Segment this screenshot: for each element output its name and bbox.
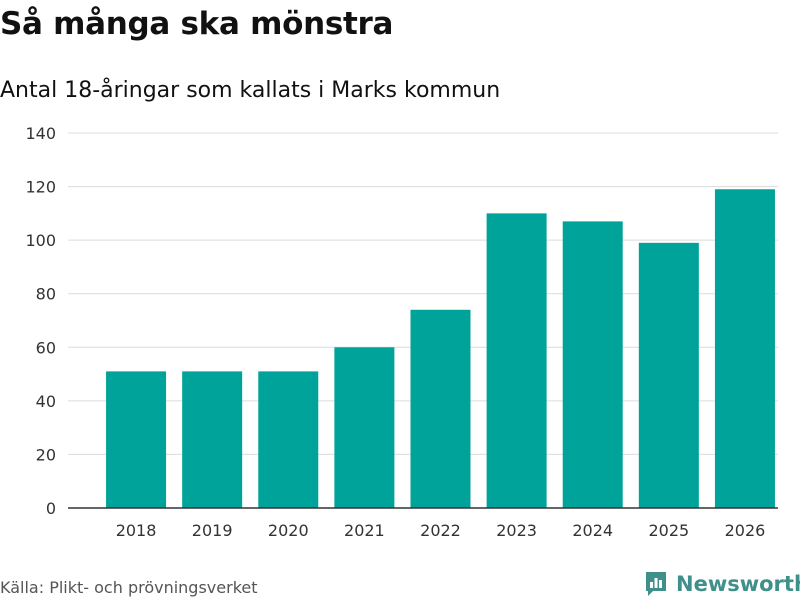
bar-2024 xyxy=(562,221,623,508)
bars xyxy=(106,189,775,509)
y-tick-label: 20 xyxy=(36,445,56,464)
source-note: Källa: Plikt- och prövningsverket xyxy=(0,578,258,597)
y-tick-label: 0 xyxy=(46,499,56,518)
y-tick-label: 140 xyxy=(25,124,56,143)
bar-2022 xyxy=(410,309,471,508)
bar-2019 xyxy=(182,371,243,508)
y-tick-label: 60 xyxy=(36,338,56,357)
x-tick-label: 2018 xyxy=(116,521,157,540)
brand-name: Newsworthy xyxy=(676,572,800,596)
brand-logo: Newsworthy xyxy=(644,570,800,598)
x-tick-label: 2023 xyxy=(496,521,537,540)
chart-subtitle: Antal 18-åringar som kallats i Marks kom… xyxy=(0,78,501,103)
y-tick-label: 100 xyxy=(25,231,56,250)
x-tick-label: 2021 xyxy=(344,521,385,540)
y-tick-label: 120 xyxy=(25,178,56,197)
bar-2021 xyxy=(334,347,395,508)
y-tick-label: 80 xyxy=(36,285,56,304)
x-tick-label: 2025 xyxy=(648,521,689,540)
bar-2023 xyxy=(486,213,547,508)
bar-2026 xyxy=(714,189,775,508)
chart-title: Så många ska mönstra xyxy=(0,6,394,42)
y-axis-ticks: 0 20 40 60 80 100 120 140 xyxy=(25,124,56,518)
x-tick-label: 2024 xyxy=(572,521,613,540)
x-tick-label: 2019 xyxy=(192,521,233,540)
bar-2025 xyxy=(638,242,699,509)
x-tick-label: 2020 xyxy=(268,521,309,540)
x-axis-ticks: 2018 2019 2020 2021 2022 2023 2024 2025 2026 xyxy=(116,521,766,540)
x-tick-label: 2022 xyxy=(420,521,461,540)
bar-2020 xyxy=(258,371,319,508)
x-tick-label: 2026 xyxy=(725,521,766,540)
y-tick-label: 40 xyxy=(36,392,56,411)
bar-2018 xyxy=(106,371,167,508)
newsworthy-chart-icon xyxy=(646,572,666,596)
